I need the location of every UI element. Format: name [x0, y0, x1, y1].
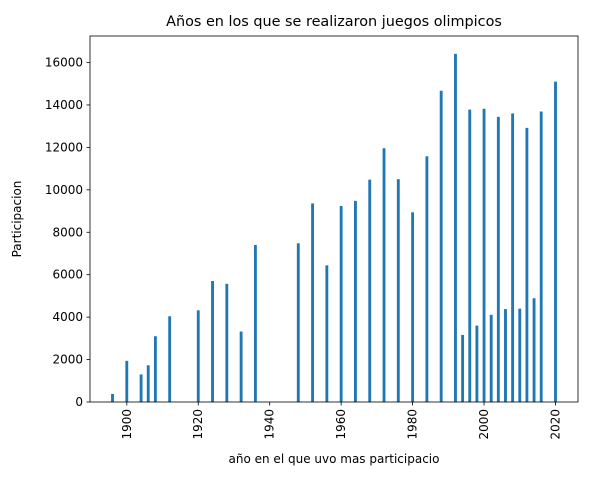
- y-tick-label: 6000: [52, 268, 83, 282]
- bar-1998: [475, 326, 478, 402]
- chart-title: Años en los que se realizaron juegos oli…: [166, 14, 502, 30]
- bar-2002: [490, 315, 493, 402]
- x-tick-label: 1960: [334, 409, 348, 440]
- bar-1932: [240, 332, 243, 402]
- y-axis-label: Participacion: [10, 181, 24, 258]
- bar-1928: [225, 284, 228, 402]
- x-tick-label: 1920: [191, 409, 205, 440]
- bar-1960: [340, 206, 343, 402]
- x-tick-label: 1980: [406, 409, 420, 440]
- bar-1906: [147, 365, 150, 402]
- bar-1980: [411, 212, 414, 402]
- y-tick-label: 2000: [52, 353, 83, 367]
- bar-1904: [140, 374, 143, 402]
- bar-2000: [483, 109, 486, 402]
- bar-1972: [383, 148, 386, 402]
- bar-1908: [154, 336, 157, 402]
- bar-2016: [540, 112, 543, 402]
- bar-2008: [511, 113, 514, 402]
- x-tick-label: 1940: [263, 409, 277, 440]
- bar-1956: [325, 265, 328, 402]
- bar-1996: [468, 110, 471, 402]
- bar-1968: [368, 180, 371, 402]
- bar-2012: [525, 128, 528, 402]
- y-tick-label: 14000: [45, 98, 83, 112]
- bar-1896: [111, 394, 114, 402]
- x-tick-label: 2000: [477, 409, 491, 440]
- x-axis-label: año en el que uvo mas participacio: [229, 452, 440, 466]
- y-tick-label: 10000: [45, 183, 83, 197]
- bar-1964: [354, 201, 357, 402]
- bar-1920: [197, 310, 200, 402]
- bar-1988: [440, 91, 443, 402]
- y-tick-label: 16000: [45, 56, 83, 70]
- bar-1952: [311, 203, 314, 402]
- x-tick-label: 1900: [120, 409, 134, 440]
- bar-1992: [454, 54, 457, 402]
- y-tick-label: 0: [75, 395, 83, 409]
- bar-1912: [168, 316, 171, 402]
- bar-2010: [518, 309, 521, 402]
- bar-2006: [504, 309, 507, 402]
- bar-2004: [497, 117, 500, 402]
- x-tick-label: 2020: [548, 409, 562, 440]
- bar-1936: [254, 245, 257, 402]
- bar-1984: [425, 156, 428, 402]
- bar-1924: [211, 281, 214, 402]
- y-tick-label: 8000: [52, 225, 83, 239]
- y-tick-label: 4000: [52, 310, 83, 324]
- bar-1948: [297, 243, 300, 402]
- bar-2020: [554, 82, 557, 402]
- bar-1994: [461, 335, 464, 402]
- bar-1976: [397, 179, 400, 402]
- bar-1900: [125, 361, 128, 402]
- bar-2014: [533, 298, 536, 402]
- y-tick-label: 12000: [45, 140, 83, 154]
